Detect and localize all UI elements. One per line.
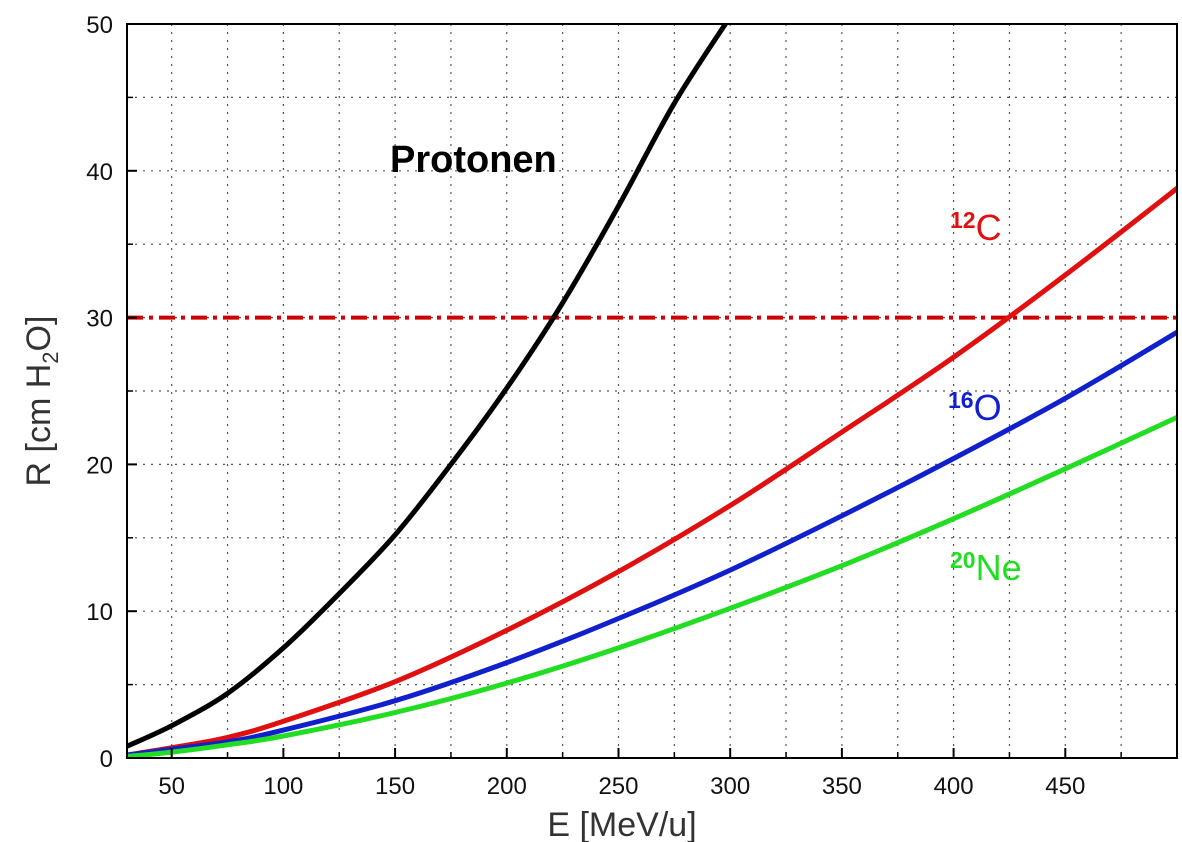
series-label-element: C <box>976 207 1002 248</box>
x-tick-label: 200 <box>487 773 527 800</box>
series-label-protonen: Protonen <box>390 139 557 181</box>
x-tick-label: 450 <box>1045 773 1085 800</box>
x-tick-label: 300 <box>710 773 750 800</box>
series-label-20ne: 20Ne <box>950 547 1022 588</box>
x-tick-label: 50 <box>158 773 185 800</box>
y-axis-title-main: R [cm H <box>20 364 58 487</box>
x-tick-label: 250 <box>598 773 638 800</box>
y-tick-label: 50 <box>86 12 113 39</box>
series-line-12c <box>127 185 1177 758</box>
series-line-20ne <box>127 414 1177 758</box>
ticks: 50 100 150 200 250 300 350 400 450 0 10 20 30 40 50 <box>86 12 1122 800</box>
y-tick-label: 20 <box>86 452 113 479</box>
y-tick-label: 40 <box>86 159 113 186</box>
series-label-isotope: 12 <box>950 207 976 233</box>
y-axis-title: R [cm H2O] <box>20 316 63 487</box>
y-tick-label: 30 <box>86 306 113 333</box>
series-line-protonen <box>127 24 729 749</box>
x-tick-label: 150 <box>375 773 415 800</box>
series-label-12c: 12C <box>950 207 1002 248</box>
y-tick-label: 0 <box>100 746 113 773</box>
y-axis-title-tail: O] <box>20 316 58 352</box>
y-tick-label: 10 <box>86 599 113 626</box>
series-label-element: O <box>974 387 1002 428</box>
series-label-16o: 16O <box>948 387 1002 428</box>
series-label-isotope: 20 <box>950 547 976 573</box>
y-axis-title-sub: 2 <box>38 351 63 363</box>
x-tick-label: 350 <box>822 773 862 800</box>
series-label-element: Ne <box>976 547 1022 588</box>
series-labels: Protonen 12C 16O 20Ne <box>390 139 1022 588</box>
series-line-16o <box>127 329 1177 758</box>
x-tick-label: 400 <box>934 773 974 800</box>
series-group <box>127 24 1177 758</box>
series-label-isotope: 16 <box>948 387 974 413</box>
x-tick-label: 100 <box>263 773 303 800</box>
x-axis-title: E [MeV/u] <box>547 806 696 842</box>
